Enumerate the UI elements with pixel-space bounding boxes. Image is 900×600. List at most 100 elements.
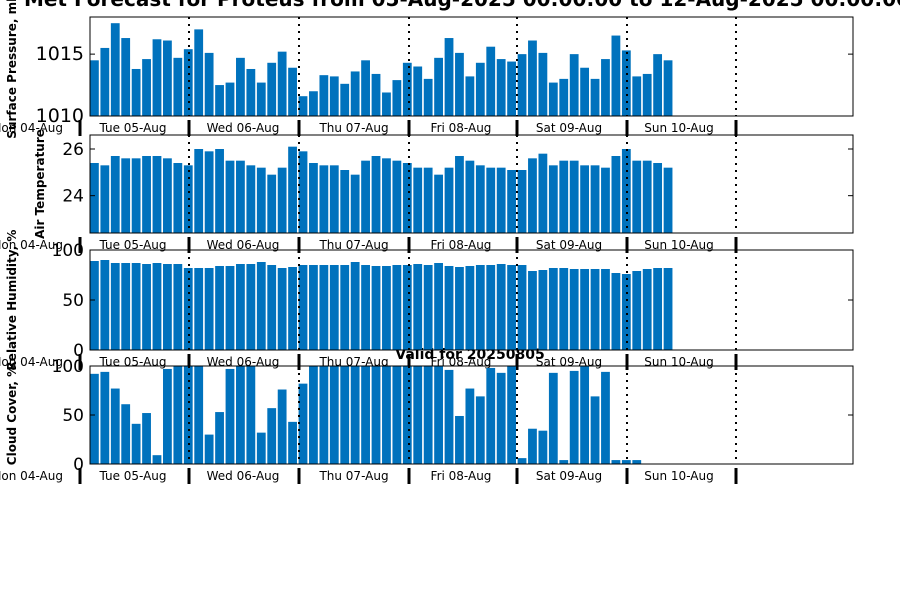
bar	[194, 149, 204, 233]
x-tick-label: Sat 09-Aug	[536, 121, 602, 135]
bar	[580, 366, 590, 464]
bar	[100, 165, 110, 233]
bar	[256, 432, 266, 464]
bar	[142, 413, 151, 464]
bar	[382, 92, 391, 116]
bar	[163, 40, 172, 117]
x-tick-label: Mon 04-Aug	[0, 238, 63, 252]
bar	[444, 167, 454, 233]
bar	[496, 264, 506, 350]
bar	[434, 263, 443, 350]
bar	[611, 273, 621, 350]
figure-title: Met Forecast for Proteus from 05-Aug-202…	[24, 0, 900, 11]
bar	[580, 165, 590, 233]
bar	[580, 269, 590, 350]
bar	[642, 73, 652, 116]
bar	[142, 264, 151, 350]
bar	[382, 366, 391, 464]
y-tick-label: 50	[62, 291, 84, 311]
bar	[340, 366, 350, 464]
bar	[548, 372, 558, 464]
bar	[486, 167, 496, 233]
bar	[601, 167, 610, 233]
bar	[204, 151, 214, 233]
bar	[455, 415, 464, 464]
bar	[267, 62, 277, 116]
bar	[423, 167, 433, 233]
y-axis-label: Relative Humidity, %	[5, 230, 19, 371]
bar	[517, 54, 527, 117]
y-tick-label: 26	[62, 140, 84, 160]
bar	[465, 76, 475, 116]
bar	[517, 458, 527, 464]
bar	[100, 260, 110, 350]
bar	[559, 268, 569, 350]
bar	[423, 78, 433, 117]
x-tick-label: Sun 10-Aug	[644, 469, 713, 483]
valid-date-label: Valid for 20250805	[395, 347, 544, 363]
x-tick-label: Fri 08-Aug	[431, 238, 492, 252]
bar	[413, 167, 423, 233]
x-tick-label: Thu 07-Aug	[318, 238, 388, 252]
x-tick-label: Sun 10-Aug	[644, 238, 713, 252]
bar	[402, 62, 412, 116]
bar	[538, 153, 548, 233]
bar	[256, 167, 266, 233]
bar	[413, 66, 423, 116]
bar	[298, 265, 308, 350]
bar	[329, 165, 339, 233]
x-tick-label: Fri 08-Aug	[431, 121, 492, 135]
bar	[601, 371, 610, 464]
bar	[528, 428, 537, 464]
bar	[329, 265, 339, 350]
bar	[569, 269, 579, 350]
bar	[402, 265, 412, 350]
bar	[319, 75, 329, 116]
bar	[663, 60, 673, 116]
bar	[653, 268, 663, 350]
bar	[152, 455, 162, 464]
bar	[194, 268, 204, 350]
bar	[413, 264, 423, 350]
bar	[580, 67, 590, 116]
bar	[319, 165, 329, 233]
bar	[465, 266, 475, 350]
bar	[236, 366, 245, 464]
bar	[90, 60, 99, 116]
bar	[507, 366, 516, 464]
bar	[194, 29, 204, 117]
bar	[225, 368, 235, 464]
bar	[100, 371, 110, 464]
bar	[392, 265, 402, 350]
x-tick-label: Mon 04-Aug	[0, 469, 63, 483]
bar	[486, 265, 496, 350]
bar	[559, 460, 569, 464]
bar	[183, 49, 193, 116]
bar	[329, 366, 339, 464]
bar	[465, 388, 475, 464]
bar	[382, 266, 391, 350]
bar	[173, 163, 183, 233]
x-tick-label: Wed 06-Aug	[207, 121, 280, 135]
bar	[611, 156, 621, 233]
bar	[309, 163, 318, 233]
bar	[632, 76, 642, 116]
bar	[402, 366, 412, 464]
bar	[100, 47, 110, 116]
bar	[277, 51, 287, 116]
bar	[548, 165, 558, 233]
bar	[90, 373, 99, 464]
bar	[423, 265, 433, 350]
bar	[236, 57, 245, 116]
bar	[423, 366, 433, 464]
x-tick-label: Mon 04-Aug	[0, 121, 63, 135]
bar	[569, 54, 579, 117]
bar	[548, 268, 558, 350]
y-axis-label: Cloud Cover, %	[5, 365, 19, 465]
bar	[434, 174, 443, 233]
bar	[434, 57, 443, 116]
bar	[663, 167, 673, 233]
bar	[548, 82, 558, 116]
bar	[590, 396, 600, 464]
